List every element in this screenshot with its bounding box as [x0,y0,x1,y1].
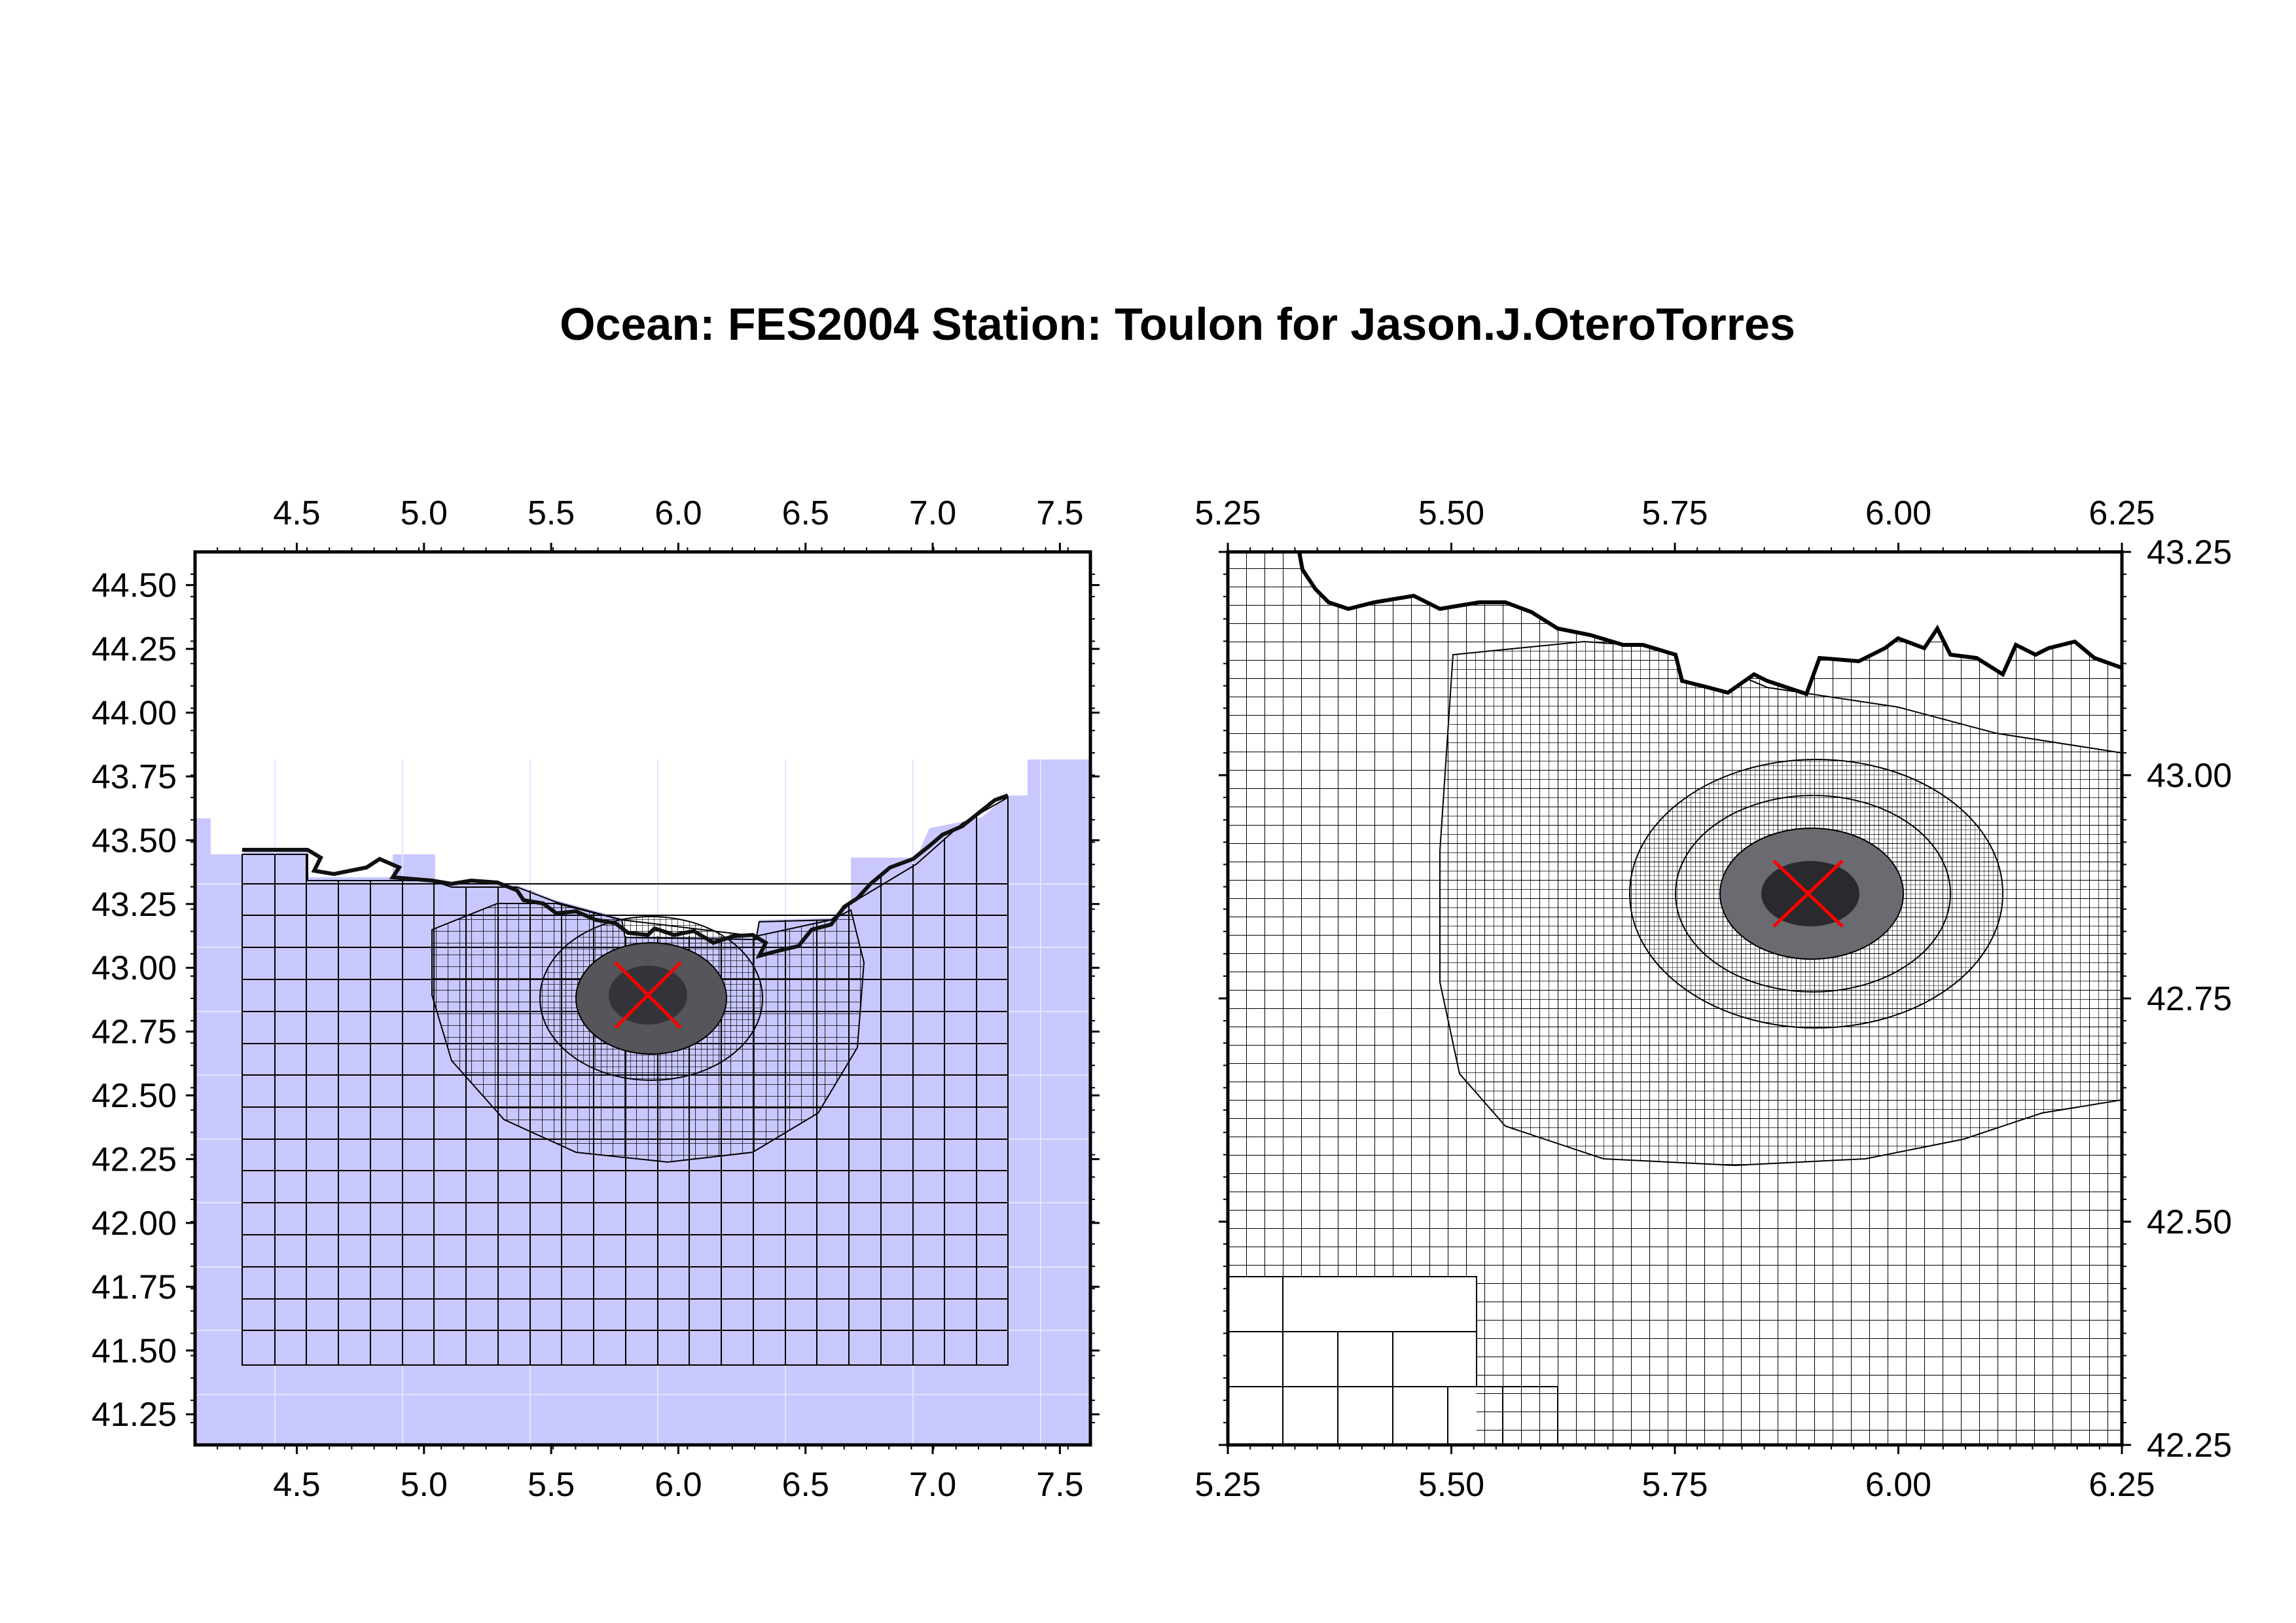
x-tick-label-top: 6.5 [782,494,829,532]
zoomed-mesh-map: 5.25 5.25 5.50 5.50 5.75 5.75 6.00 6.00 6.25 6.25… [1194,494,2232,1504]
x-tick-label-bottom: 5.50 [1418,1466,1484,1504]
x-tick-label-bottom: 6.25 [2089,1466,2155,1504]
x-tick-label-top: 5.0 [401,494,448,532]
x-tick-label-top: 5.25 [1194,494,1261,532]
x-tick-label-top: 5.5 [528,494,575,532]
x-tick-label-bottom: 4.5 [273,1466,320,1504]
y-tick-label: 44.50 [92,567,177,605]
x-tick-label-bottom: 5.0 [401,1466,448,1504]
right-map-axis-labels: 5.25 5.25 5.50 5.50 5.75 5.75 6.00 6.00 6.25 6.25… [1194,494,2232,1504]
coastline [242,793,1009,959]
x-tick-label-bottom: 5.75 [1641,1466,1708,1504]
y-tick-label: 43.25 [2147,534,2232,572]
right-map-ticks [1219,543,2131,1454]
x-tick-label-bottom: 6.00 [1865,1466,1931,1504]
y-tick-label: 42.25 [92,1141,177,1179]
left-map-ticks [186,543,1100,1454]
x-tick-label-top: 5.75 [1641,494,1708,532]
y-tick-label: 42.50 [92,1077,177,1115]
x-tick-label-top: 4.5 [273,494,320,532]
y-tick-label: 42.75 [2147,980,2232,1018]
left-map-axis-labels: 4.5 4.5 5.0 5.0 5.5 5.5 6.0 6.0 6.5 6.5 7.0 7.0 7.5 7… [92,494,1084,1504]
x-tick-label-top: 6.25 [2089,494,2155,532]
x-tick-label-top: 7.5 [1036,494,1083,532]
y-tick-label: 41.25 [92,1396,177,1434]
regional-mesh-map: 4.5 4.5 5.0 5.0 5.5 5.5 6.0 6.0 6.5 6.5 7.0 7.0 7.5 7… [92,494,1100,1504]
coastline [1297,552,2122,697]
y-tick-label: 42.00 [92,1205,177,1243]
y-tick-label: 43.25 [92,886,177,924]
y-tick-label: 42.50 [2147,1203,2232,1241]
x-tick-label-bottom: 7.5 [1036,1466,1083,1504]
y-tick-label: 43.75 [92,758,177,796]
y-tick-label: 41.75 [92,1268,177,1306]
x-tick-label-top: 7.0 [909,494,956,532]
x-tick-label-bottom: 5.5 [528,1466,575,1504]
x-tick-label-top: 6.0 [655,494,702,532]
x-tick-label-bottom: 7.0 [909,1466,956,1504]
station-marker [1772,860,1844,928]
map-title: Ocean: FES2004 Station: Toulon for Jason… [560,299,1795,350]
station-marker [614,961,682,1029]
y-tick-label: 43.50 [92,822,177,860]
y-tick-label: 43.00 [92,949,177,987]
large-cells [1228,1276,1558,1445]
x-tick-label-bottom: 5.25 [1194,1466,1261,1504]
y-tick-label: 43.00 [2147,757,2232,795]
x-tick-label-bottom: 6.5 [782,1466,829,1504]
x-tick-label-top: 6.00 [1865,494,1931,532]
large-cells-area [1228,1277,1477,1445]
y-tick-label: 42.25 [2147,1427,2232,1465]
y-tick-label: 42.75 [92,1013,177,1051]
y-tick-label: 44.25 [92,630,177,668]
land-area [1302,552,2122,694]
x-tick-label-top: 5.50 [1418,494,1484,532]
y-tick-label: 41.50 [92,1332,177,1370]
y-tick-label: 44.00 [92,695,177,733]
x-tick-label-bottom: 6.0 [655,1466,702,1504]
